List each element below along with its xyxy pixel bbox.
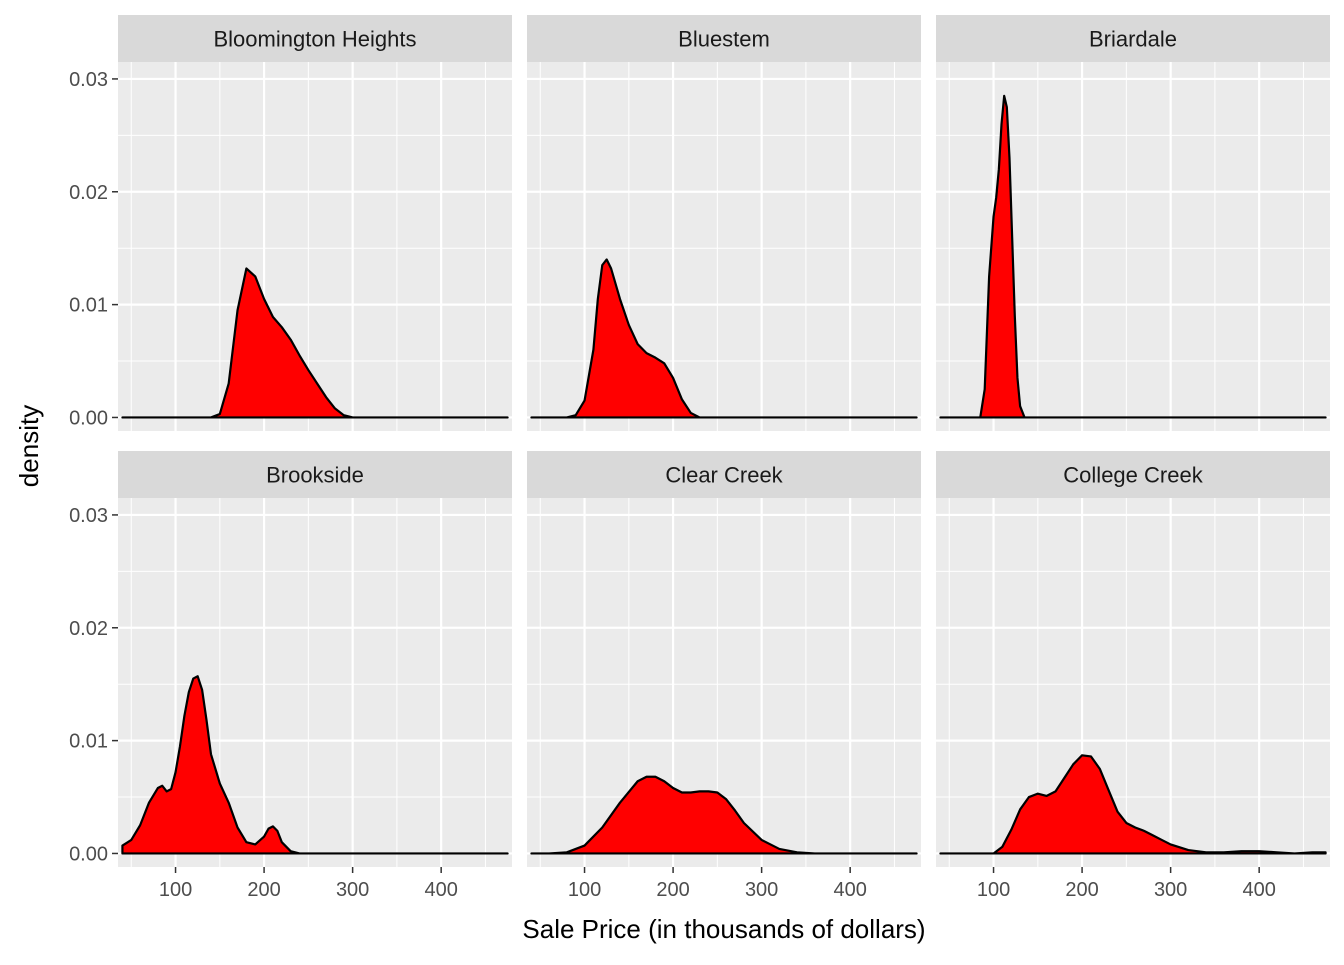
facet-panel: Bluestem bbox=[527, 15, 921, 431]
facet-panel: Clear Creek 100 200 300 400 bbox=[527, 451, 921, 901]
facet-panel: Brookside 0.00 0.01 0.02 0.03 100 200 300 400 bbox=[69, 451, 512, 901]
facet-label: Bluestem bbox=[678, 27, 770, 52]
facet-strip bbox=[527, 15, 921, 62]
facet-strip bbox=[118, 451, 512, 498]
x-tick-label: 300 bbox=[336, 879, 369, 901]
y-tick-label: 0.01 bbox=[69, 731, 108, 753]
x-tick-label: 100 bbox=[159, 879, 192, 901]
y-tick-label: 0.00 bbox=[69, 843, 108, 865]
facet-strip bbox=[118, 15, 512, 62]
x-tick-label: 200 bbox=[1065, 879, 1098, 901]
x-tick-label: 400 bbox=[424, 879, 457, 901]
y-tick-label: 0.02 bbox=[69, 182, 108, 204]
panel-background bbox=[527, 62, 921, 431]
panel-background bbox=[118, 62, 512, 431]
y-axis-title: density bbox=[14, 405, 44, 487]
density-area bbox=[939, 94, 1327, 419]
y-tick-label: 0.03 bbox=[69, 69, 108, 91]
y-tick-label: 0.03 bbox=[69, 505, 108, 527]
density-area bbox=[121, 675, 509, 855]
x-axis-title: Sale Price (in thousands of dollars) bbox=[522, 914, 925, 944]
facet-label: Clear Creek bbox=[665, 463, 783, 488]
x-tick-label: 100 bbox=[568, 879, 601, 901]
facet-panel: Bloomington Heights 0.00 0.01 0.02 0.03 bbox=[69, 15, 512, 431]
facet-label: Brookside bbox=[266, 463, 364, 488]
x-tick-label: 100 bbox=[977, 879, 1010, 901]
facet-strip bbox=[527, 451, 921, 498]
x-tick-label: 300 bbox=[1154, 879, 1187, 901]
density-area bbox=[121, 267, 509, 419]
facet-label: Briardale bbox=[1089, 27, 1177, 52]
x-tick-label: 200 bbox=[247, 879, 280, 901]
panel-background bbox=[936, 498, 1330, 867]
x-tick-label: 400 bbox=[1242, 879, 1275, 901]
y-tick-label: 0.02 bbox=[69, 618, 108, 640]
y-tick-label: 0.00 bbox=[69, 407, 108, 429]
facet-panel: Briardale bbox=[936, 15, 1330, 431]
facet-label: College Creek bbox=[1063, 463, 1203, 488]
density-area bbox=[530, 258, 918, 419]
density-area bbox=[530, 775, 918, 855]
y-tick-label: 0.01 bbox=[69, 295, 108, 317]
x-tick-label: 200 bbox=[656, 879, 689, 901]
facet-strip bbox=[936, 451, 1330, 498]
x-tick-label: 400 bbox=[833, 879, 866, 901]
density-area bbox=[939, 754, 1327, 855]
facet-panel: College Creek 100 200 300 400 bbox=[936, 451, 1330, 901]
facet-strip bbox=[936, 15, 1330, 62]
facet-label: Bloomington Heights bbox=[213, 27, 416, 52]
x-tick-label: 300 bbox=[745, 879, 778, 901]
